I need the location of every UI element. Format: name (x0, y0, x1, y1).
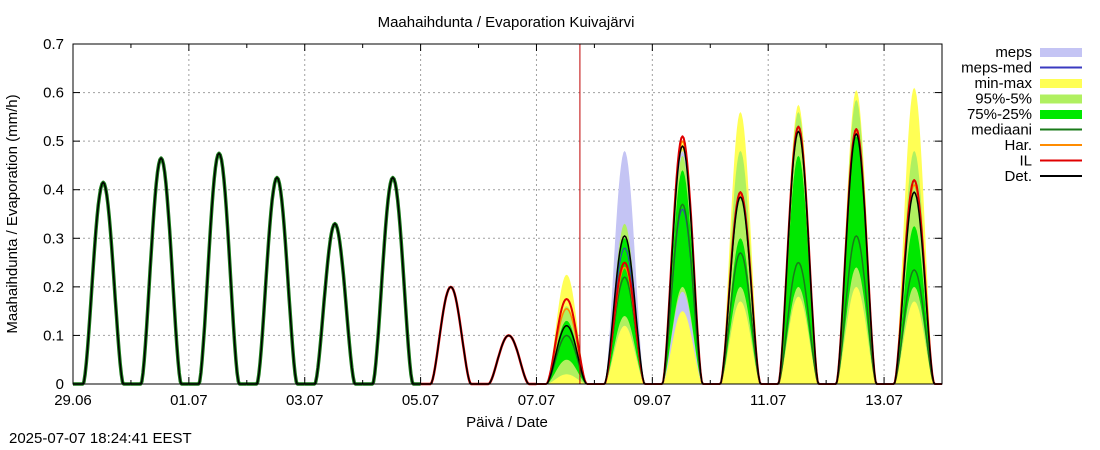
legend-label: Har. (1004, 137, 1032, 154)
y-tick-label: 0.5 (43, 133, 64, 150)
y-tick-label: 0.2 (43, 279, 64, 296)
y-tick-label: 0.6 (43, 85, 64, 102)
legend: mepsmeps-medmin-max95%-5%75%-25%mediaani… (961, 44, 1082, 185)
line-observed-det (73, 181, 131, 385)
line-observed-mediaani (304, 221, 364, 386)
legend-label: 95%-5% (975, 91, 1032, 108)
x-tick-label: 05.07 (402, 392, 440, 409)
x-tick-label: 01.07 (170, 392, 208, 409)
line-observed-det (130, 157, 189, 385)
x-tick-label: 11.07 (750, 392, 786, 409)
chart-title: Maahaihdunta / Evaporation Kuivajärvi (378, 14, 635, 31)
y-tick-label: 0.7 (43, 36, 64, 53)
line-observed-mediaani (362, 175, 422, 386)
line-observed-mediaani (188, 151, 248, 386)
legend-swatch-p95_5 (1040, 94, 1082, 104)
legend-label: meps (995, 44, 1032, 61)
line-observed-det (246, 176, 305, 385)
legend-swatch-meps (1040, 48, 1082, 57)
forecast-bands (536, 87, 942, 385)
y-axis-label: Maahaihdunta / Evaporation (mm/h) (4, 94, 21, 333)
legend-label: Det. (1004, 168, 1032, 185)
x-tick-label: 13.07 (865, 392, 903, 409)
x-tick-label: 03.07 (286, 392, 324, 409)
legend-label: min-max (974, 75, 1032, 92)
band-75-25 (768, 155, 827, 384)
y-tick-labels: 0 0.1 0.2 0.3 0.4 0.5 0.6 0.7 (43, 36, 64, 393)
legend-label: mediaani (971, 122, 1032, 139)
band-75-25 (826, 136, 885, 384)
series-lines (72, 125, 942, 386)
legend-swatch-min_max (1040, 79, 1082, 88)
line-observed-det (362, 176, 421, 385)
y-tick-label: 0.3 (43, 230, 64, 247)
line-observed-det (304, 222, 363, 385)
x-axis-label: Päivä / Date (466, 414, 548, 431)
x-tick-labels: 29.06 01.07 03.07 05.07 07.07 09.07 11.07 13.07 (54, 392, 903, 409)
line-observed-mediaani (130, 156, 190, 386)
timestamp: 2025-07-07 18:24:41 EEST (9, 430, 192, 447)
line-il (478, 334, 537, 386)
y-tick-label: 0.1 (43, 327, 64, 344)
line-observed-mediaani (72, 180, 132, 386)
legend-label: IL (1019, 153, 1032, 170)
line-observed-mediaani (246, 175, 306, 386)
x-tick-label: 07.07 (518, 392, 556, 409)
line-det (478, 334, 537, 385)
band-75-25 (710, 238, 769, 384)
plot-frame (72, 43, 943, 385)
x-tick-label: 09.07 (634, 392, 672, 409)
legend-swatch-p75_25 (1040, 110, 1082, 119)
x-tick-label: 29.06 (54, 392, 92, 409)
legend-label: 75%-25% (967, 106, 1032, 123)
plot-border (72, 43, 943, 385)
legend-label: meps-med (961, 60, 1032, 77)
line-observed-det (188, 152, 247, 385)
y-tick-label: 0.4 (43, 182, 64, 199)
y-tick-label: 0 (56, 376, 64, 393)
grid (73, 44, 942, 384)
